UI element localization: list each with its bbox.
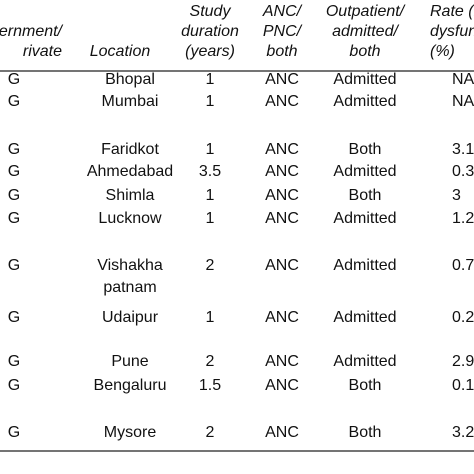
cell: G	[8, 309, 20, 326]
cell: Admitted	[333, 309, 396, 326]
header-cell: ANC/	[262, 3, 303, 20]
cell: G	[8, 163, 20, 180]
cell: ANC	[265, 353, 299, 370]
cell: Udaipur	[102, 309, 159, 326]
header-cell: admitted/	[332, 23, 399, 40]
cell: Mumbai	[102, 93, 159, 110]
header-cell: Rate (he	[430, 3, 474, 20]
cell: 3.1	[452, 141, 474, 158]
header-cell: both	[349, 43, 380, 60]
cell: Admitted	[333, 71, 396, 88]
cell: 2.9	[452, 353, 474, 370]
cell: ANC	[265, 93, 299, 110]
cell: Faridkot	[101, 141, 159, 158]
header-cell: ernment/	[0, 23, 64, 40]
header-cell: PNC/	[263, 23, 303, 40]
cell: NA	[452, 71, 474, 88]
cell: Shimla	[106, 187, 155, 204]
cell: G	[8, 187, 20, 204]
cell: G	[8, 377, 20, 394]
cell: G	[8, 93, 20, 110]
cell: G	[8, 353, 20, 370]
cell: G	[8, 210, 20, 227]
cell: 1	[206, 187, 215, 204]
cell: Bhopal	[105, 71, 155, 88]
cell: Vishakha	[97, 257, 163, 274]
cell: 0.7	[452, 257, 474, 274]
cell: G	[8, 141, 20, 158]
cell: Admitted	[333, 353, 396, 370]
cell: 3.5	[199, 163, 221, 180]
cell: 2	[206, 424, 215, 441]
cell: NA	[452, 93, 474, 110]
cell: 2	[206, 353, 215, 370]
cell: 1.2	[452, 210, 474, 227]
cell: Admitted	[333, 93, 396, 110]
cell: 0.3	[452, 163, 474, 180]
header-cell: rivate	[23, 43, 62, 60]
header-cell: duration	[181, 23, 239, 40]
cell: Both	[349, 141, 382, 158]
cell: ANC	[265, 71, 299, 88]
cell: 1.5	[199, 377, 221, 394]
header-cell: Location	[90, 43, 151, 60]
cell: 0.2	[452, 309, 474, 326]
cell: Both	[349, 187, 382, 204]
cell: Both	[349, 424, 382, 441]
header-cell: dysfunc	[430, 23, 474, 40]
cell: ANC	[265, 141, 299, 158]
cell: 2	[206, 257, 215, 274]
header-cell: (%)	[430, 43, 455, 60]
cell: 1	[206, 210, 215, 227]
cell: Both	[349, 377, 382, 394]
cell: patnam	[103, 279, 156, 296]
header-cell: Outpatient/	[326, 3, 406, 20]
cell: ANC	[265, 163, 299, 180]
cell: ANC	[265, 210, 299, 227]
cell: 3.2	[452, 424, 474, 441]
header-cell: Study	[190, 3, 232, 20]
cell: Pune	[111, 353, 148, 370]
cell: 3	[452, 187, 461, 204]
cell: Lucknow	[98, 210, 162, 227]
cell: 1	[206, 71, 215, 88]
cell: Bengaluru	[94, 377, 167, 394]
cell: ANC	[265, 187, 299, 204]
cell: G	[8, 424, 20, 441]
cell: G	[8, 257, 20, 274]
cell: Admitted	[333, 210, 396, 227]
cell: Mysore	[104, 424, 157, 441]
cell: 1	[206, 309, 215, 326]
cell: Admitted	[333, 257, 396, 274]
cell: Admitted	[333, 163, 396, 180]
cell: ANC	[265, 377, 299, 394]
cell: Ahmedabad	[87, 163, 173, 180]
cell: 0.1	[452, 377, 474, 394]
cell: ANC	[265, 424, 299, 441]
cell: ANC	[265, 309, 299, 326]
header-cell: both	[266, 43, 297, 60]
header-cell: (years)	[185, 43, 235, 60]
cell: G	[8, 71, 20, 88]
cell: 1	[206, 93, 215, 110]
cell: ANC	[265, 257, 299, 274]
cell: 1	[206, 141, 215, 158]
